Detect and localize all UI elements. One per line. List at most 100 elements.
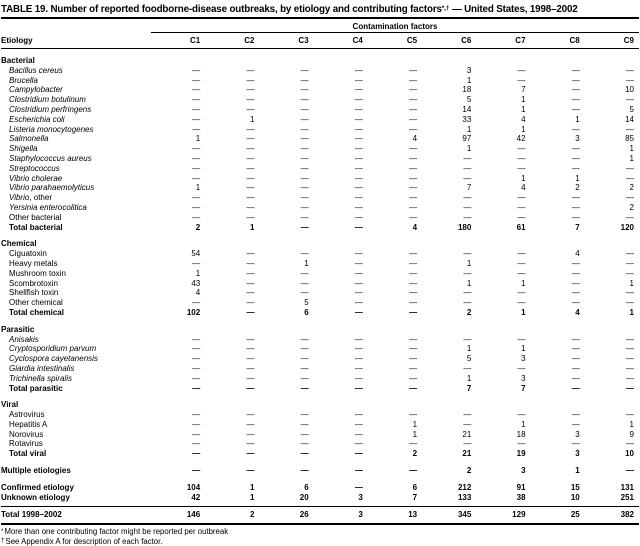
value-cell: — [626,334,634,344]
value-cell: 1 [412,419,418,429]
table-row: Hepatitis A — — — — 1 — 1 — 1 [1,420,639,430]
value-cell: — [246,410,255,420]
table-row: Cryptosporidium parvum — — — — — 1 1 — — [1,344,639,354]
value-cell: — [626,373,634,383]
row-label-text: , other [29,193,52,203]
value-cell: — [300,124,309,134]
value-cell: 26 [259,506,314,526]
value-cell: — [246,307,255,317]
value-cell: 42 [191,492,201,502]
value-cell: — [354,85,363,95]
value-cell: — [354,268,363,278]
value-cell: 4 [412,222,418,232]
footnote-text: See Appendix A for description of each f… [5,536,163,546]
value-cell: — [409,193,418,203]
value-cell: — [246,258,255,268]
value-cell: — [626,383,634,393]
footnotes: *More than one contributing factor might… [1,525,639,546]
value-cell: — [246,193,255,203]
value-cell: — [354,419,363,429]
value-cell: — [354,439,363,449]
value-cell: — [571,75,580,85]
value-cell: — [300,344,309,354]
table-row: Total parasitic — — — — — 7 7 — — [1,384,639,394]
row-label: Astrovirus [1,410,151,420]
value-cell: — [571,363,580,373]
row-label-text: Vibrio parahaemolyticus [9,183,95,193]
value-cell: 1 [466,373,472,383]
row-label: Unknown etiology [1,493,151,507]
value-cell: — [192,124,201,134]
value-cell: — [463,212,472,222]
value-cell: — [517,202,526,212]
value-cell: — [517,288,526,298]
row-label: Rotavirus [1,439,151,449]
value-cell: 3 [575,449,580,459]
value-cell: — [246,183,255,193]
value-cell: 1 [466,144,472,154]
value-cell: 2 [629,183,634,193]
value-cell: — [409,95,418,105]
value-cell: 1 [629,278,634,288]
value-cell: — [192,173,201,183]
row-label: Streptococcus [1,164,151,174]
column-header-c5: C5 [367,32,423,49]
value-cell: — [354,124,363,134]
value-cell: — [517,153,526,163]
value-cell: — [517,334,526,344]
row-label-text: Heavy metals [9,258,58,268]
value-cell: — [354,429,363,439]
value-cell: — [300,466,309,476]
value-cell: 1 [521,278,526,288]
value-cell: 1 [412,429,418,439]
value-cell: — [571,124,580,134]
value-cell: 4 [412,134,418,144]
table-row: Total chemical 102 — 6 — — 2 1 4 1 [1,308,639,318]
value-cell: — [192,298,201,308]
value-cell: 5 [466,95,472,105]
value-cell: 251 [620,492,634,502]
value-cell: — [354,183,363,193]
outbreaks-table: Contamination factors Etiology C1 C2 C3 … [1,19,639,526]
value-cell: 1 [466,278,472,288]
value-cell: — [354,344,363,354]
value-cell: 18 [516,429,526,439]
value-cell: — [246,153,255,163]
value-cell: 1 [195,134,201,144]
value-cell: — [300,268,309,278]
table-row: Vibrio, other — — — — — — — — — [1,193,639,203]
value-cell: — [300,288,309,298]
table-row: Staphylococcus aureus — — — — — — — — 1 [1,154,639,164]
row-label-text: Cryptosporidium parvum [9,344,97,354]
value-cell: 2 [629,202,634,212]
row-label-text: Yersinia enterocolitica [9,202,87,212]
value-cell: 7 [412,492,418,502]
value-cell: 3 [313,506,368,526]
value-cell: — [246,344,255,354]
value-cell: 1 [629,144,634,154]
value-cell: 1 [195,183,201,193]
value-cell: — [246,419,255,429]
value-cell: — [626,163,634,173]
value-cell: — [192,212,201,222]
value-cell: — [409,466,418,476]
table-header: Contamination factors Etiology C1 C2 C3 … [1,19,639,49]
value-cell: 212 [457,482,472,492]
value-cell: 6 [304,482,309,492]
value-cell: — [571,202,580,212]
value-cell: — [246,334,255,344]
value-cell: — [571,298,580,308]
value-cell: 3 [521,373,526,383]
value-cell: — [463,288,472,298]
value-cell: — [571,65,580,75]
value-cell: — [354,354,363,364]
value-cell: — [571,344,580,354]
value-cell: — [300,383,309,393]
value-cell: 1 [521,95,526,105]
value-cell: — [354,363,363,373]
value-cell: — [409,249,418,259]
value-cell: — [354,222,363,232]
value-cell: — [192,429,201,439]
value-cell: — [463,298,472,308]
